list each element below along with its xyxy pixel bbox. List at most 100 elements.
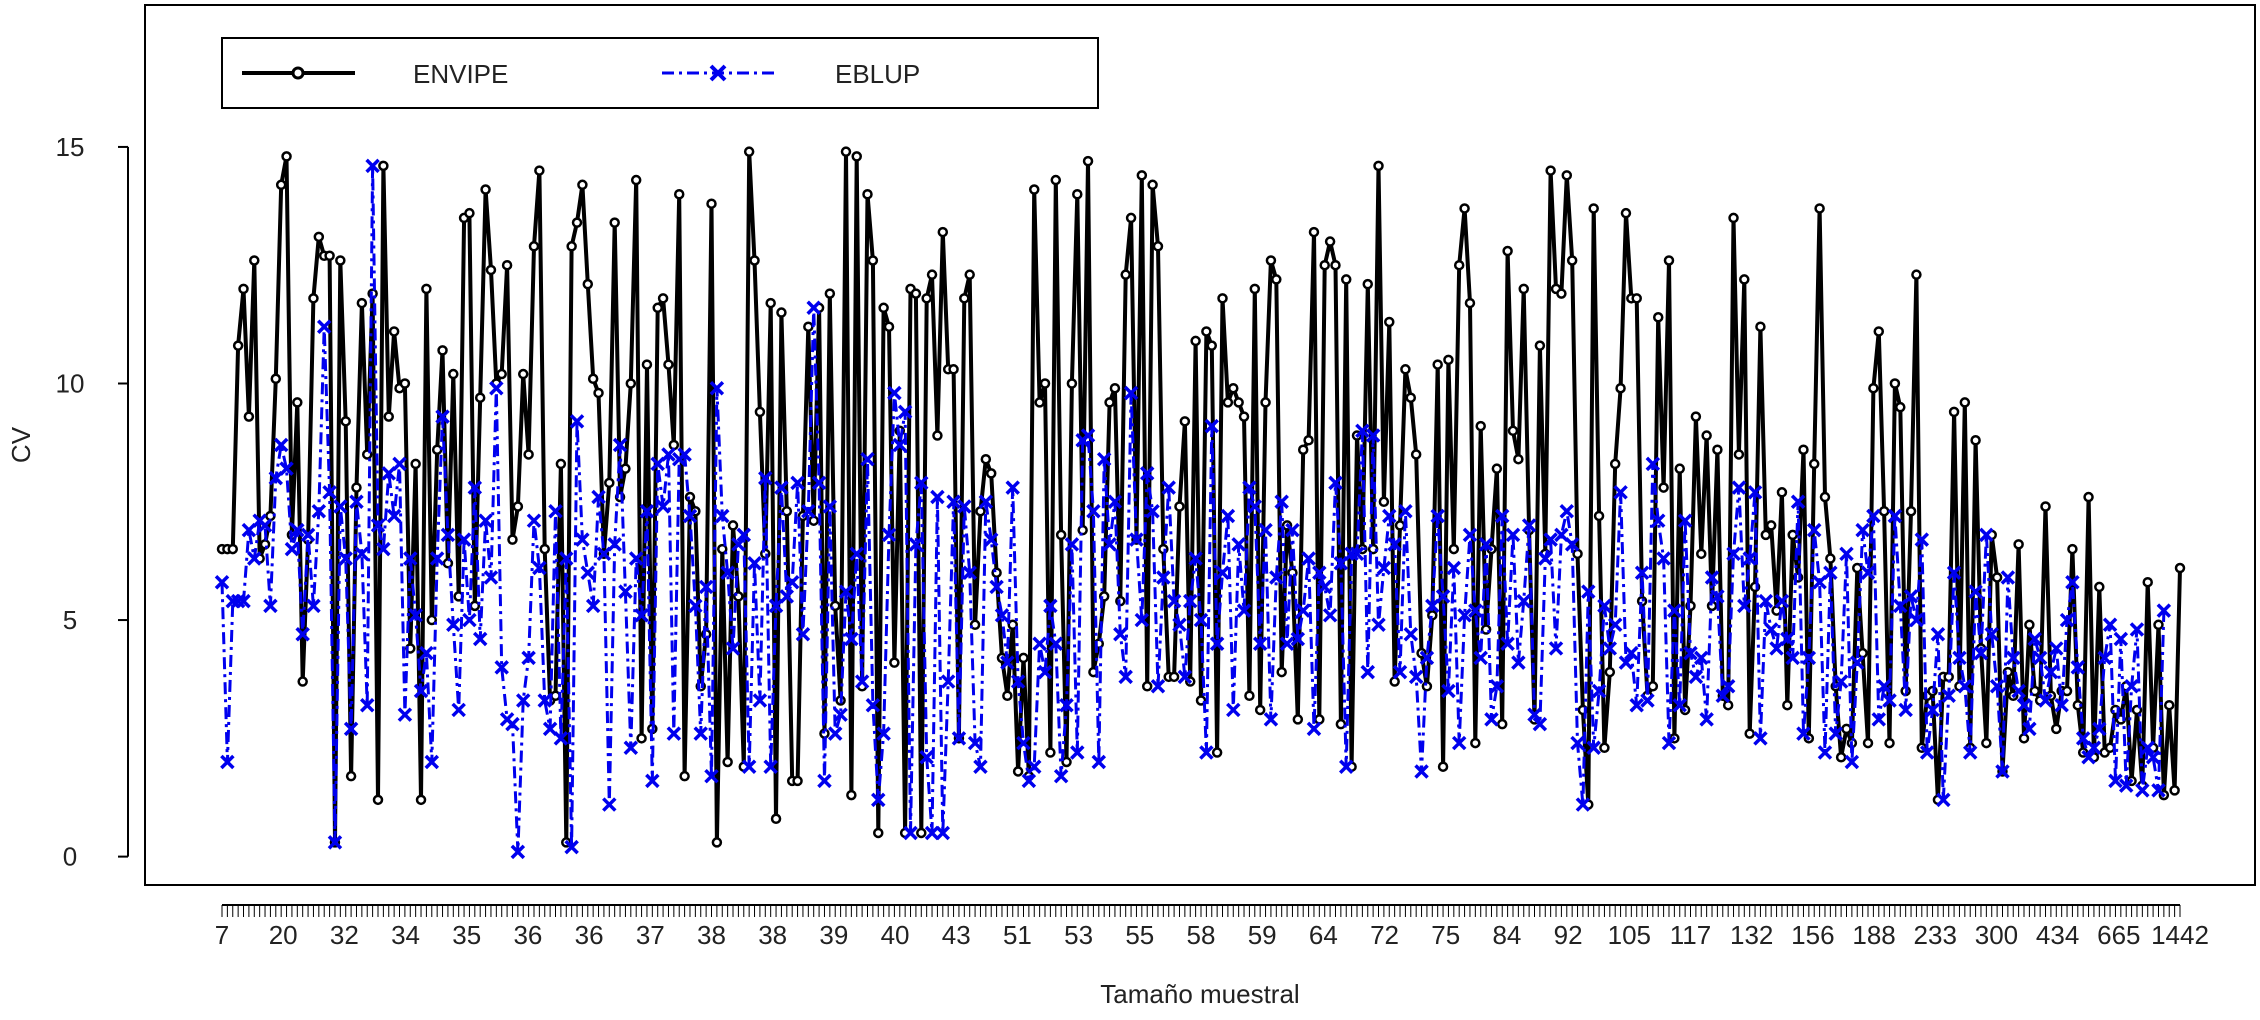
data-point-eblup bbox=[1957, 679, 1973, 694]
data-point-eblup bbox=[1753, 731, 1768, 746]
data-point-eblup bbox=[1269, 570, 1284, 585]
data-point-eblup bbox=[1258, 522, 1273, 538]
data-point-eblup bbox=[1613, 485, 1628, 500]
data-point-eblup bbox=[1790, 494, 1806, 510]
data-point-eblup bbox=[376, 541, 391, 557]
data-point-eblup bbox=[1349, 546, 1365, 562]
data-point-eblup bbox=[1538, 551, 1553, 566]
data-point-envipe bbox=[1513, 453, 1524, 465]
data-point-eblup bbox=[887, 385, 902, 401]
data-point-eblup bbox=[349, 494, 364, 510]
data-point-eblup bbox=[1672, 697, 1687, 713]
data-point-envipe bbox=[1782, 699, 1793, 711]
data-point-eblup bbox=[865, 697, 881, 713]
y-tick-label: 0 bbox=[63, 842, 77, 872]
data-point-envipe bbox=[1566, 255, 1578, 266]
data-point-eblup bbox=[300, 527, 316, 543]
data-point-eblup bbox=[1161, 480, 1176, 495]
data-point-eblup bbox=[1451, 735, 1467, 751]
data-point-eblup bbox=[290, 522, 305, 538]
data-point-envipe bbox=[1981, 737, 1992, 749]
x-tick-label: 43 bbox=[942, 920, 971, 950]
data-point-eblup bbox=[1516, 593, 1531, 609]
data-point-eblup bbox=[1500, 636, 1515, 651]
data-point-eblup bbox=[790, 475, 805, 491]
data-point-eblup bbox=[1118, 669, 1133, 685]
data-point-envipe bbox=[824, 288, 836, 299]
data-point-eblup bbox=[2075, 731, 2091, 746]
legend-envipe-marker bbox=[291, 66, 305, 80]
data-point-eblup bbox=[833, 707, 848, 722]
data-point-eblup bbox=[408, 608, 423, 623]
data-point-envipe bbox=[1276, 666, 1287, 678]
data-point-eblup bbox=[2108, 773, 2123, 789]
data-point-eblup bbox=[1591, 683, 1607, 699]
data-point-eblup bbox=[1236, 603, 1252, 618]
data-point-envipe bbox=[1373, 160, 1384, 172]
data-point-envipe bbox=[792, 775, 803, 787]
data-point-eblup bbox=[957, 499, 972, 514]
data-point-eblup bbox=[526, 513, 542, 528]
data-point-eblup bbox=[392, 456, 407, 472]
data-point-eblup bbox=[1650, 513, 1666, 528]
data-point-eblup bbox=[1484, 712, 1499, 727]
data-point-eblup bbox=[1780, 631, 1795, 647]
data-point-eblup bbox=[1763, 622, 1779, 637]
data-point-eblup bbox=[693, 726, 708, 741]
data-point-eblup bbox=[1387, 537, 1402, 552]
data-point-eblup bbox=[1398, 503, 1413, 519]
data-point-eblup bbox=[440, 527, 456, 543]
data-point-eblup bbox=[2065, 574, 2080, 590]
data-point-envipe bbox=[2142, 576, 2153, 588]
data-point-eblup bbox=[1344, 546, 1359, 562]
data-point-envipe bbox=[587, 373, 599, 385]
data-point-envipe bbox=[534, 165, 545, 176]
x-tick-label: 156 bbox=[1791, 920, 1834, 950]
data-point-eblup bbox=[505, 716, 520, 732]
data-point-eblup bbox=[1586, 740, 1601, 756]
data-point-envipe bbox=[1862, 737, 1874, 749]
data-point-eblup bbox=[284, 541, 300, 557]
data-point-eblup bbox=[591, 489, 606, 505]
data-point-eblup bbox=[1559, 503, 1575, 519]
data-point-eblup bbox=[1279, 636, 1295, 651]
data-point-envipe bbox=[1959, 397, 1971, 408]
y-tick-label: 5 bbox=[63, 605, 77, 635]
data-point-envipe bbox=[1631, 293, 1642, 304]
data-point-envipe bbox=[1335, 718, 1347, 730]
data-point-eblup bbox=[548, 503, 563, 519]
data-point-eblup bbox=[1839, 546, 1854, 562]
data-point-eblup bbox=[1532, 716, 1548, 732]
data-point-eblup bbox=[1715, 688, 1731, 703]
data-point-envipe bbox=[717, 543, 728, 555]
data-point-eblup bbox=[1317, 579, 1332, 595]
data-point-envipe bbox=[1066, 378, 1078, 389]
data-point-envipe bbox=[2174, 562, 2186, 574]
x-tick-label: 64 bbox=[1309, 920, 1338, 950]
data-point-envipe bbox=[1948, 406, 1960, 418]
data-point-envipe bbox=[679, 770, 690, 782]
data-point-eblup bbox=[1828, 726, 1843, 741]
legend-envipe-label: ENVIPE bbox=[413, 59, 508, 89]
data-point-eblup bbox=[1247, 499, 1263, 514]
data-point-eblup bbox=[1059, 697, 1074, 713]
data-point-eblup bbox=[897, 404, 913, 420]
data-point-envipe bbox=[1556, 288, 1567, 299]
data-point-envipe bbox=[1190, 335, 1201, 347]
x-tick-label: 53 bbox=[1064, 920, 1093, 950]
data-point-eblup bbox=[666, 726, 682, 741]
data-point-eblup bbox=[333, 499, 348, 514]
data-point-eblup bbox=[1850, 655, 1865, 670]
data-point-envipe bbox=[636, 733, 647, 744]
data-point-envipe bbox=[1055, 529, 1067, 541]
data-point-envipe bbox=[335, 255, 346, 266]
x-tick-label: 35 bbox=[452, 920, 481, 950]
data-point-eblup bbox=[860, 451, 875, 467]
x-tick-label: 58 bbox=[1187, 920, 1216, 950]
data-point-eblup bbox=[467, 480, 483, 495]
data-point-eblup bbox=[1242, 480, 1257, 495]
data-point-envipe bbox=[496, 368, 507, 380]
data-point-envipe bbox=[281, 151, 292, 162]
data-point-eblup bbox=[1430, 508, 1445, 524]
data-point-eblup bbox=[569, 414, 585, 429]
